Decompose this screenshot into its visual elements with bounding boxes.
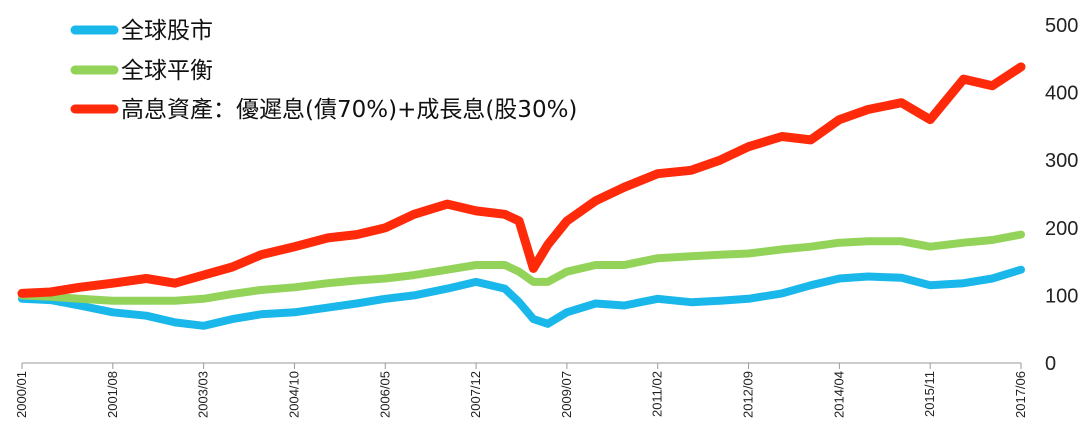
y-tick-label: 400 <box>1045 83 1078 105</box>
x-tick-label: 2011/02 <box>650 371 665 417</box>
x-axis-ticks: 2000/01 2001/08 2003/03 2004/10 2006/05 2007/… <box>14 363 1028 418</box>
legend-label: 全球平衡 <box>121 58 213 84</box>
x-tick-label: 2015/11 <box>922 371 937 417</box>
y-tick-label: 300 <box>1045 150 1078 172</box>
x-tick-label: 2009/07 <box>559 371 574 418</box>
y-tick-label: 500 <box>1045 15 1078 37</box>
x-tick-label: 2017/06 <box>1013 371 1028 418</box>
x-tick-label: 2006/05 <box>377 371 392 418</box>
legend-label: 高息資產：優遲息(債70%)+成長息(股30%) <box>121 97 577 123</box>
x-tick-label: 2003/03 <box>196 371 211 418</box>
series-line-2 <box>18 230 1025 305</box>
legend-label: 全球股市 <box>121 18 213 44</box>
y-axis-ticks: 0 100 200 300 400 500 <box>1045 15 1078 375</box>
x-tick-label: 2014/04 <box>831 371 846 418</box>
series-line-3 <box>17 62 1026 298</box>
x-tick-label: 2004/10 <box>286 371 301 418</box>
y-tick-label: 200 <box>1045 218 1078 240</box>
y-tick-label: 100 <box>1045 285 1078 307</box>
x-tick-label: 2000/01 <box>14 371 29 418</box>
x-tick-label: 2007/12 <box>468 371 483 418</box>
x-tick-label: 2001/08 <box>105 371 120 418</box>
series-lines <box>17 62 1026 330</box>
y-tick-label: 0 <box>1045 353 1056 375</box>
series-line-1 <box>18 265 1025 330</box>
x-tick-label: 2012/09 <box>741 371 756 418</box>
